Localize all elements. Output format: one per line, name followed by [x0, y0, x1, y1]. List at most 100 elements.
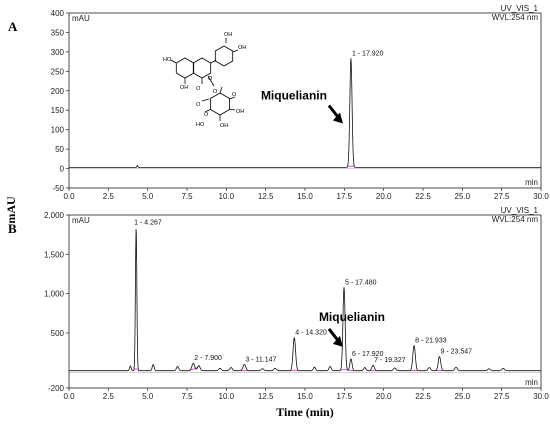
x-tick-label: 17.5 — [337, 192, 353, 201]
ring-b — [214, 45, 234, 67]
x-tick-label: 5.0 — [142, 392, 154, 401]
ring-c — [192, 57, 212, 79]
peak-label: 3 - 11.147 — [245, 356, 276, 363]
annotation-label: Miquelianin — [261, 89, 327, 103]
structure-atom-label: HO — [196, 122, 205, 128]
x-tick-label: 25.0 — [455, 192, 471, 201]
x-tick-label: 27.5 — [494, 392, 510, 401]
annotation-arrow-head — [332, 112, 343, 124]
x-tick-label: 7.5 — [181, 192, 193, 201]
x-tick-label: 22.5 — [415, 392, 431, 401]
y-tick-label: 1,000 — [44, 290, 65, 299]
x-tick-label: 22.5 — [415, 192, 431, 201]
peak-label: 7 - 19.327 — [374, 357, 406, 364]
x-axis-label: Time (min) — [276, 405, 333, 419]
x-tick-label: 10.0 — [219, 392, 235, 401]
bond — [204, 108, 212, 113]
peak-label: 6 - 17.920 — [352, 351, 384, 358]
x-tick-label: 2.5 — [103, 192, 115, 201]
y-tick-label: 400 — [51, 9, 65, 18]
bond — [232, 49, 239, 53]
structure-atom-label: O — [213, 89, 218, 95]
x-tick-label: 2.5 — [103, 392, 115, 401]
y-tick-label: 150 — [51, 106, 65, 115]
bond — [219, 86, 223, 94]
structure-atom-label: O — [204, 112, 209, 118]
detector-label: UV_VIS_1 — [501, 4, 539, 13]
ring-a — [175, 57, 195, 79]
chromatogram-trace — [68, 58, 542, 168]
wavelength-label: WVL:254 nm — [492, 215, 539, 224]
structure-atom-label: HO — [163, 57, 172, 63]
y-tick-label: 1,500 — [44, 250, 65, 259]
y-tick-label: 0 — [60, 165, 65, 174]
bond — [201, 98, 210, 102]
x-tick-label: 0.0 — [63, 392, 75, 401]
peak-label: 2 - 7.900 — [194, 355, 222, 362]
panel-b: 0.0 2.5 5.0 7.5 10.0 12.5 15.0 17.5 20.0 22.5 25.0… — [8, 206, 549, 401]
y-tick-label: 300 — [51, 48, 65, 57]
y-tick-label: 200 — [51, 87, 65, 96]
structure-atom-label: O — [232, 92, 237, 98]
detector-label: UV_VIS_1 — [501, 206, 539, 215]
panel-a: 0.0 2.5 5.0 7.5 10.0 12.5 15.0 17.5 20.0 22.5 25.0… — [8, 4, 549, 201]
x-tick-label: 5.0 — [142, 192, 154, 201]
peak-label: 8 - 21.933 — [415, 338, 447, 345]
peak-label: 1 - 17.920 — [352, 51, 384, 58]
structure-atom-label: OH — [220, 123, 228, 129]
x-tick-label: 27.5 — [494, 192, 510, 201]
unit-label: mAU — [72, 14, 90, 23]
x-tick-label: 17.5 — [337, 392, 353, 401]
bond — [228, 108, 236, 111]
y-tick-label: 500 — [51, 329, 65, 338]
panel-label: B — [8, 221, 17, 236]
y-tick-label: -50 — [52, 184, 64, 193]
time-unit-label: min — [525, 378, 538, 387]
y-tick-label: 350 — [51, 28, 65, 37]
y-axis-label: mAU — [4, 196, 18, 224]
x-tick-label: 15.0 — [297, 392, 313, 401]
structure-atom-label: OH — [224, 32, 232, 38]
annotation-label: Miquelianin — [319, 310, 385, 324]
x-tick-label: 15.0 — [297, 192, 313, 201]
x-tick-label: 30.0 — [533, 192, 549, 201]
bond — [170, 59, 177, 64]
bond — [207, 75, 215, 87]
peak-label: 5 - 17.480 — [345, 279, 377, 286]
chromatogram-trace — [68, 228, 542, 372]
structure-atom-label: O — [196, 86, 201, 92]
structure-atom-label: O — [208, 76, 213, 82]
y-tick-label: 250 — [51, 67, 65, 76]
x-tick-label: 12.5 — [258, 192, 274, 201]
structure-atom-label: OH — [238, 45, 246, 51]
peak-label: 4 - 14.320 — [295, 330, 327, 337]
x-tick-label: 0.0 — [63, 192, 75, 201]
x-tick-label: 10.0 — [219, 192, 235, 201]
y-tick-label: 2,000 — [44, 211, 65, 220]
x-tick-label: 30.0 — [533, 392, 549, 401]
y-tick-label: 100 — [51, 126, 65, 135]
time-unit-label: min — [525, 178, 538, 187]
y-tick-label: -200 — [48, 384, 65, 393]
plot-frame — [68, 214, 542, 389]
structure-atom-label: OH — [180, 85, 188, 91]
wavelength-label: WVL:254 nm — [492, 13, 539, 22]
x-tick-label: 20.0 — [376, 192, 392, 201]
x-tick-label: 20.0 — [376, 392, 392, 401]
peak-label: 1 - 4.267 — [134, 220, 162, 227]
bond — [228, 96, 236, 100]
sugar-ring — [210, 92, 230, 116]
bond — [210, 59, 217, 64]
panel-label: A — [8, 19, 18, 34]
unit-label: mAU — [72, 216, 90, 225]
structure-atom-label: O — [196, 102, 201, 108]
x-tick-label: 7.5 — [181, 392, 193, 401]
peak-label: 9 - 23.547 — [440, 349, 472, 356]
annotation-arrow-head — [332, 335, 343, 347]
x-tick-label: 25.0 — [455, 392, 471, 401]
structure-atom-label: OH — [236, 109, 244, 115]
x-tick-label: 12.5 — [258, 392, 274, 401]
y-tick-label: 50 — [55, 145, 64, 154]
